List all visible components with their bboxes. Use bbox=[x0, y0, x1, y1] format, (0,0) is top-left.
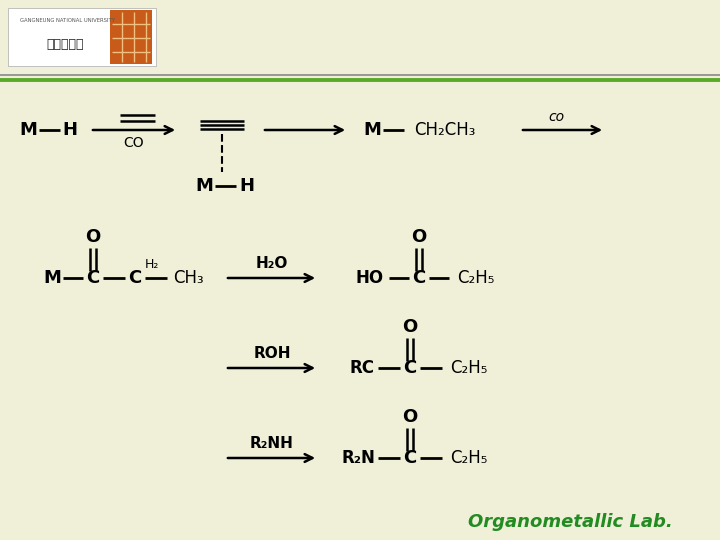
Text: co: co bbox=[548, 110, 564, 124]
Text: CH₂CH₃: CH₂CH₃ bbox=[414, 121, 476, 139]
Text: C: C bbox=[403, 359, 417, 377]
Text: H₂: H₂ bbox=[145, 259, 159, 272]
Text: O: O bbox=[411, 228, 427, 246]
Text: HO: HO bbox=[356, 269, 384, 287]
Text: M: M bbox=[363, 121, 381, 139]
Text: C: C bbox=[128, 269, 142, 287]
Text: M: M bbox=[43, 269, 61, 287]
Text: C₂H₅: C₂H₅ bbox=[450, 359, 487, 377]
Text: C₂H₅: C₂H₅ bbox=[457, 269, 495, 287]
Text: H: H bbox=[240, 177, 254, 195]
Text: C₂H₅: C₂H₅ bbox=[450, 449, 487, 467]
Text: RC: RC bbox=[349, 359, 374, 377]
Text: H: H bbox=[63, 121, 78, 139]
Text: R₂N: R₂N bbox=[341, 449, 375, 467]
Text: C: C bbox=[86, 269, 99, 287]
Text: O: O bbox=[402, 408, 418, 426]
Text: C: C bbox=[403, 449, 417, 467]
Text: ROH: ROH bbox=[253, 347, 291, 361]
Text: H₂O: H₂O bbox=[256, 256, 288, 272]
Text: 강릉대학교: 강릉대학교 bbox=[46, 37, 84, 51]
Bar bbox=[8, 8, 156, 66]
Text: O: O bbox=[86, 228, 101, 246]
Text: M: M bbox=[195, 177, 213, 195]
Text: Organometallic Lab.: Organometallic Lab. bbox=[467, 513, 672, 531]
Text: R₂NH: R₂NH bbox=[250, 436, 294, 451]
Bar bbox=[110, 10, 152, 64]
Text: CH₃: CH₃ bbox=[173, 269, 203, 287]
Text: M: M bbox=[19, 121, 37, 139]
Text: GANGNEUNG NATIONAL UNIVERSITY: GANGNEUNG NATIONAL UNIVERSITY bbox=[20, 17, 115, 23]
Text: CO: CO bbox=[124, 136, 144, 150]
Text: O: O bbox=[402, 318, 418, 336]
Text: C: C bbox=[413, 269, 426, 287]
